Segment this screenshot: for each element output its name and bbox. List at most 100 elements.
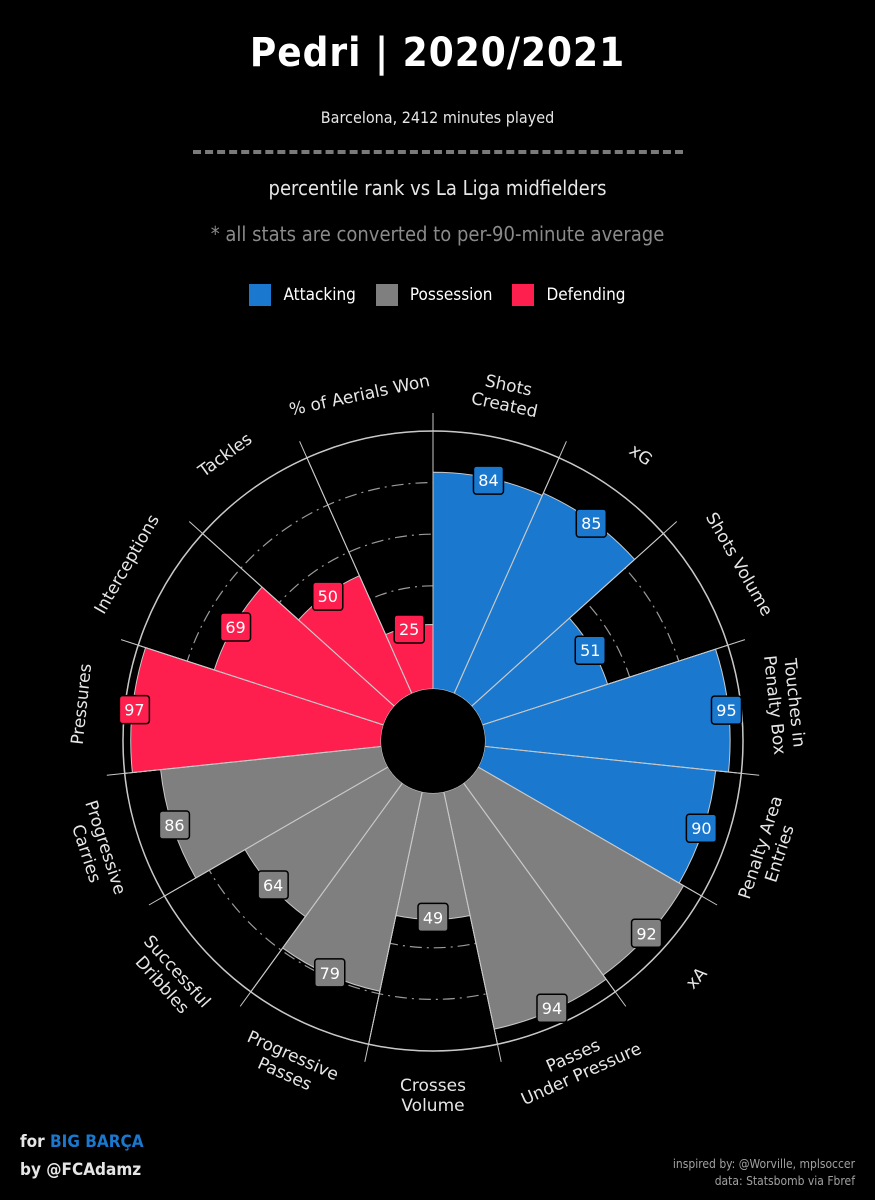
param-label-interceptions: Interceptions xyxy=(91,511,164,618)
spoke xyxy=(299,441,413,694)
value-text: 86 xyxy=(164,816,184,835)
center-hole xyxy=(381,689,485,793)
percentile-caption: percentile rank vs La Liga midfielders xyxy=(268,176,607,200)
param-label-line: xG xyxy=(625,440,656,470)
param-label-line: Crosses xyxy=(400,1076,466,1096)
legend-swatch-defending xyxy=(512,284,535,306)
value-label: 25 xyxy=(393,614,425,644)
inspired-by: inspired by: @Worville, mplsoccer xyxy=(672,1157,855,1171)
value-text: 69 xyxy=(225,618,245,637)
param-label-penalty-area-entries: Penalty AreaEntries xyxy=(735,794,806,908)
value-label: 64 xyxy=(257,870,289,900)
value-label: 69 xyxy=(219,612,252,642)
spoke xyxy=(484,745,760,776)
param-label-line: Volume xyxy=(401,1096,464,1116)
legend-label-defending: Defending xyxy=(546,285,626,305)
value-box xyxy=(257,870,289,900)
param-label-shots-volume: Shots Volume xyxy=(701,509,776,620)
credit-author: by @FCAdamz xyxy=(20,1160,142,1180)
param-label-crosses-volume: Crosses Volume xyxy=(400,1076,466,1116)
legend-item-defending: Defending xyxy=(512,284,626,306)
legend-swatch-possession xyxy=(375,284,398,306)
spoke xyxy=(364,791,423,1062)
spoke xyxy=(188,521,395,707)
value-text: 25 xyxy=(399,620,419,639)
value-text: 49 xyxy=(423,908,443,927)
spoke xyxy=(482,639,746,726)
param-label-line: % of Aerials Won xyxy=(287,371,431,420)
value-box xyxy=(219,612,252,642)
credit-for-line: for BIG BARÇA xyxy=(20,1128,144,1156)
value-box xyxy=(630,918,663,949)
value-label: 50 xyxy=(312,581,344,611)
value-box xyxy=(312,581,344,611)
param-label-xg: xG xyxy=(625,440,656,470)
value-text: 50 xyxy=(318,587,338,606)
param-label-line: Interceptions xyxy=(91,511,164,618)
chart-subtitle: Barcelona, 2412 minutes played xyxy=(320,108,555,127)
value-label: 49 xyxy=(417,902,449,933)
value-box xyxy=(393,614,425,644)
param-label--of-aerials-won: % of Aerials Won xyxy=(287,371,431,420)
value-box xyxy=(710,695,743,725)
value-text: 92 xyxy=(636,924,656,943)
value-text: 64 xyxy=(263,876,283,895)
spoke xyxy=(239,782,403,1007)
legend-label-attacking: Attacking xyxy=(283,285,356,305)
value-label: 85 xyxy=(575,508,608,538)
value-box xyxy=(574,635,607,665)
legend-item-attacking: Attacking xyxy=(249,284,356,306)
param-label-line: Shots Volume xyxy=(701,509,776,620)
value-label: 86 xyxy=(158,810,191,840)
value-label: 92 xyxy=(630,918,663,949)
spoke xyxy=(471,521,678,707)
spoke xyxy=(443,791,502,1062)
legend-label-possession: Possession xyxy=(409,285,493,305)
param-label-line: xA xyxy=(682,964,712,994)
value-box xyxy=(536,993,568,1023)
legend: Attacking Possession Defending xyxy=(0,284,875,306)
value-box xyxy=(472,465,505,495)
credit-for-prefix: for xyxy=(20,1132,51,1152)
divider xyxy=(193,150,683,154)
value-text: 85 xyxy=(581,514,601,533)
value-label: 51 xyxy=(574,635,607,665)
data-source: data: Statsbomb via Fbref xyxy=(714,1174,855,1188)
credit-block: for BIG BARÇA by @FCAdamz xyxy=(20,1128,144,1184)
value-text: 95 xyxy=(716,701,736,720)
value-label: 90 xyxy=(685,813,718,843)
chart-title: Pedri | 2020/2021 xyxy=(249,30,626,76)
value-label: 97 xyxy=(118,694,151,725)
spoke xyxy=(453,441,567,694)
param-label-pressures: Pressures xyxy=(68,662,96,745)
legend-swatch-attacking xyxy=(249,284,272,306)
param-label-touches-in-penalty-box: Touches inPenalty Box xyxy=(759,652,809,755)
per90-note: * all stats are converted to per-90-minu… xyxy=(210,222,665,246)
param-label-line: Pressures xyxy=(68,662,96,745)
value-label: 79 xyxy=(314,958,346,988)
value-text: 94 xyxy=(542,999,562,1018)
param-label-progressive-passes: ProgressivePasses xyxy=(236,1027,342,1103)
value-box xyxy=(118,694,151,725)
param-label-line: Tackles xyxy=(194,429,256,482)
source-block: inspired by: @Worville, mplsoccer data: … xyxy=(673,1156,855,1190)
value-box xyxy=(575,508,608,538)
value-label: 95 xyxy=(710,695,743,725)
spoke xyxy=(120,639,384,726)
spoke xyxy=(463,782,627,1007)
value-text: 51 xyxy=(580,641,600,660)
spoke xyxy=(148,766,389,906)
value-box xyxy=(158,810,191,840)
value-label: 94 xyxy=(536,993,568,1023)
param-label-xa: xA xyxy=(682,964,712,994)
credit-brand: BIG BARÇA xyxy=(50,1132,144,1152)
value-text: 97 xyxy=(124,701,144,720)
param-label-tackles: Tackles xyxy=(194,429,256,482)
value-box xyxy=(314,958,346,988)
value-box xyxy=(685,813,718,843)
value-text: 84 xyxy=(478,471,498,490)
value-text: 79 xyxy=(320,964,340,983)
spoke xyxy=(106,745,382,776)
param-label-shots-created: ShotsCreated xyxy=(469,369,543,422)
